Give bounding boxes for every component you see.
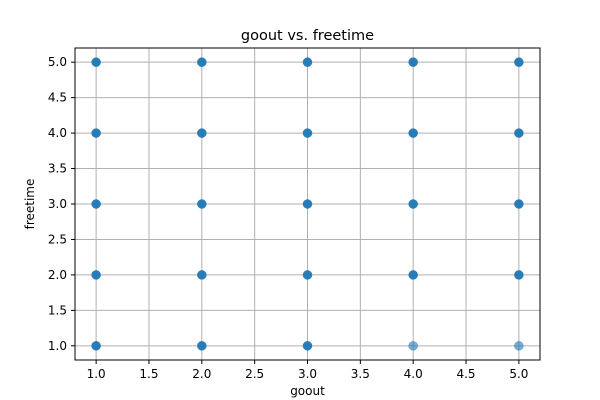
scatter-point — [197, 128, 207, 138]
scatter-point — [91, 57, 101, 67]
y-axis-title: freetime — [23, 179, 37, 230]
scatter-point — [302, 341, 313, 351]
y-tick-label: 1.0 — [48, 339, 67, 353]
x-tick-label: 5.0 — [509, 367, 528, 381]
x-tick-label: 4.0 — [404, 367, 423, 381]
scatter-point — [408, 270, 418, 280]
y-tick-label: 1.5 — [48, 303, 67, 317]
scatter-point — [408, 341, 418, 351]
y-tick-label: 2.5 — [48, 232, 67, 246]
scatter-point — [197, 341, 207, 351]
x-tick-label: 3.0 — [298, 367, 317, 381]
scatter-point — [197, 199, 207, 209]
y-tick-label: 3.5 — [48, 162, 67, 176]
x-tick-label: 1.0 — [87, 367, 106, 381]
scatter-point — [408, 57, 418, 67]
y-axis-ticks: 1.0 1.5 2.0 2.5 3.0 3.5 4.0 4.5 5.0 — [48, 55, 75, 353]
y-tick-label: 4.5 — [48, 91, 67, 105]
scatter-point — [91, 341, 101, 351]
scatter-point — [514, 199, 524, 209]
scatter-point — [302, 270, 313, 280]
x-axis-ticks: 1.0 1.5 2.0 2.5 3.0 3.5 4.0 4.5 5.0 — [87, 360, 528, 381]
y-tick-label: 5.0 — [48, 55, 67, 69]
scatter-point — [91, 270, 101, 280]
scatter-point — [408, 128, 418, 138]
y-tick-label: 2.0 — [48, 268, 67, 282]
scatter-point — [302, 57, 313, 67]
scatter-point — [197, 57, 207, 67]
scatter-point — [302, 199, 313, 209]
data-points — [91, 57, 524, 351]
scatter-point — [514, 270, 524, 280]
y-tick-label: 3.0 — [48, 197, 67, 211]
y-tick-label: 4.0 — [48, 126, 67, 140]
scatter-point — [408, 199, 418, 209]
x-tick-label: 2.0 — [192, 367, 211, 381]
scatter-point — [514, 341, 524, 351]
scatter-point — [91, 199, 101, 209]
x-axis-title: goout — [290, 384, 325, 398]
scatter-point — [197, 270, 207, 280]
scatter-point — [514, 57, 524, 67]
x-tick-label: 3.5 — [351, 367, 370, 381]
scatter-point — [302, 128, 313, 138]
x-tick-label: 1.5 — [139, 367, 158, 381]
chart-title: goout vs. freetime — [241, 28, 374, 44]
x-tick-label: 2.5 — [245, 367, 264, 381]
scatter-point — [91, 128, 101, 138]
scatter-point — [514, 128, 524, 138]
x-tick-label: 4.5 — [456, 367, 475, 381]
